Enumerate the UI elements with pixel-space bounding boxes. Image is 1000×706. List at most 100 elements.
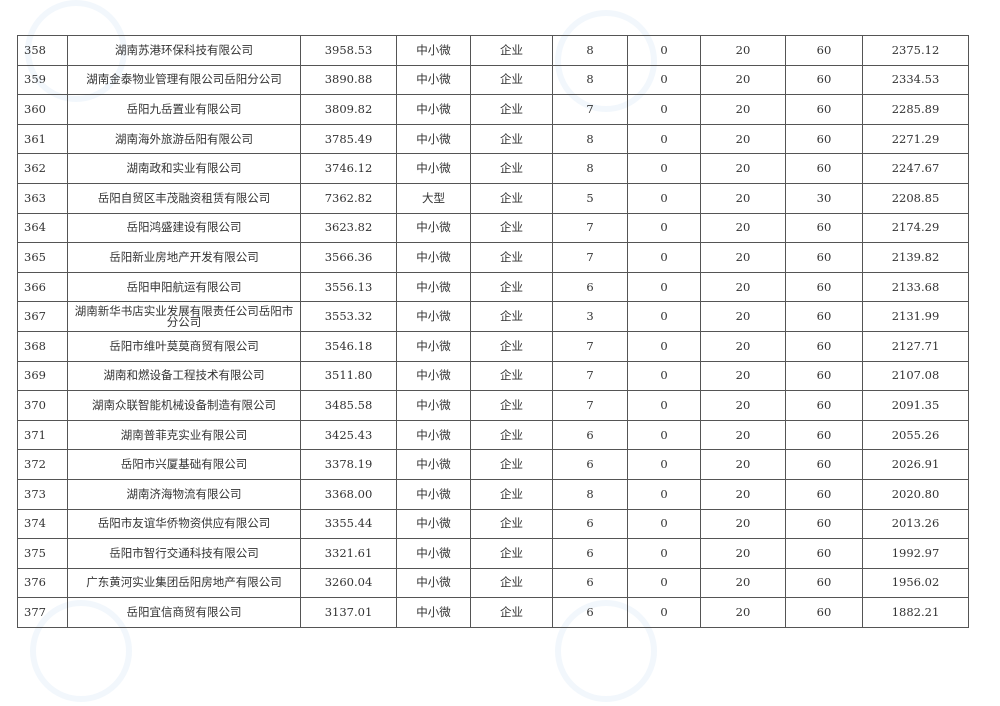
unit-type: 企业	[470, 419, 553, 451]
result-amount: 2208.85	[862, 182, 969, 214]
count: 6	[552, 449, 628, 480]
value-b: 20	[700, 508, 786, 540]
table-row: 365 岳阳新业房地产开发有限公司 3566.36 中小微 企业 7 0 20 60 2139.8…	[17, 242, 969, 273]
table-row: 375 岳阳市智行交通科技有限公司 3321.61 中小微 企业 6 0 20 60 1992.9…	[17, 538, 969, 569]
company-name: 岳阳新业房地产开发有限公司	[67, 242, 301, 273]
table-row: 369 湖南和燃设备工程技术有限公司 3511.80 中小微 企业 7 0 20 60 2107.…	[17, 360, 969, 392]
count: 3	[552, 301, 628, 332]
count: 8	[552, 64, 628, 96]
table-row: 362 湖南政和实业有限公司 3746.12 中小微 企业 8 0 20 60 2247.67	[17, 153, 969, 184]
value-a: 0	[627, 64, 701, 96]
count: 6	[552, 271, 628, 303]
result-amount: 2107.08	[862, 360, 969, 392]
value-a: 0	[627, 360, 701, 392]
rate: 60	[785, 35, 863, 66]
value-a: 0	[627, 419, 701, 451]
enterprise-scale: 大型	[396, 182, 471, 214]
result-amount: 2013.26	[862, 508, 969, 540]
value-a: 0	[627, 390, 701, 421]
unit-type: 企业	[470, 390, 553, 421]
value-a: 0	[627, 35, 701, 66]
result-amount: 1956.02	[862, 567, 969, 599]
unit-type: 企业	[470, 123, 553, 155]
value-a: 0	[627, 212, 701, 244]
amount: 3511.80	[300, 360, 397, 392]
count: 7	[552, 330, 628, 362]
rate: 60	[785, 64, 863, 96]
row-number: 360	[17, 94, 68, 125]
result-amount: 1992.97	[862, 538, 969, 569]
enterprise-scale: 中小微	[396, 449, 471, 480]
row-number: 368	[17, 330, 68, 362]
rate: 60	[785, 301, 863, 332]
unit-type: 企业	[470, 301, 553, 332]
rate: 60	[785, 123, 863, 155]
company-name: 湖南众联智能机械设备制造有限公司	[67, 390, 301, 421]
value-b: 20	[700, 360, 786, 392]
result-amount: 2174.29	[862, 212, 969, 244]
value-b: 20	[700, 301, 786, 332]
amount: 3785.49	[300, 123, 397, 155]
rate: 30	[785, 182, 863, 214]
row-number: 372	[17, 449, 68, 480]
row-number: 359	[17, 64, 68, 96]
row-number: 369	[17, 360, 68, 392]
table-row: 360 岳阳九岳置业有限公司 3809.82 中小微 企业 7 0 20 60 2285.89	[17, 94, 969, 125]
unit-type: 企业	[470, 449, 553, 480]
row-number: 363	[17, 182, 68, 214]
company-name: 岳阳自贸区丰茂融资租赁有限公司	[67, 182, 301, 214]
result-amount: 2055.26	[862, 419, 969, 451]
amount: 3425.43	[300, 419, 397, 451]
value-a: 0	[627, 597, 701, 628]
count: 8	[552, 123, 628, 155]
count: 7	[552, 390, 628, 421]
unit-type: 企业	[470, 64, 553, 96]
rate: 60	[785, 271, 863, 303]
enterprise-scale: 中小微	[396, 330, 471, 362]
enterprise-scale: 中小微	[396, 360, 471, 392]
enterprise-scale: 中小微	[396, 242, 471, 273]
value-a: 0	[627, 271, 701, 303]
result-amount: 2127.71	[862, 330, 969, 362]
amount: 3260.04	[300, 567, 397, 599]
value-b: 20	[700, 597, 786, 628]
result-amount: 1882.21	[862, 597, 969, 628]
value-b: 20	[700, 64, 786, 96]
table-row: 371 湖南普菲克实业有限公司 3425.43 中小微 企业 6 0 20 60 2055.26	[17, 419, 969, 451]
table-row: 364 岳阳鸿盛建设有限公司 3623.82 中小微 企业 7 0 20 60 2174.29	[17, 212, 969, 244]
unit-type: 企业	[470, 597, 553, 628]
rate: 60	[785, 538, 863, 569]
value-a: 0	[627, 449, 701, 480]
value-a: 0	[627, 478, 701, 510]
amount: 3556.13	[300, 271, 397, 303]
enterprise-scale: 中小微	[396, 419, 471, 451]
result-amount: 2139.82	[862, 242, 969, 273]
count: 6	[552, 508, 628, 540]
result-amount: 2334.53	[862, 64, 969, 96]
result-amount: 2131.99	[862, 301, 969, 332]
amount: 3137.01	[300, 597, 397, 628]
value-b: 20	[700, 567, 786, 599]
value-b: 20	[700, 212, 786, 244]
row-number: 362	[17, 153, 68, 184]
row-number: 376	[17, 567, 68, 599]
enterprise-scale: 中小微	[396, 390, 471, 421]
table-row: 358 湖南苏港环保科技有限公司 3958.53 中小微 企业 8 0 20 60 2375.12	[17, 35, 969, 66]
count: 8	[552, 153, 628, 184]
enterprise-scale: 中小微	[396, 271, 471, 303]
rate: 60	[785, 390, 863, 421]
result-amount: 2271.29	[862, 123, 969, 155]
rate: 60	[785, 330, 863, 362]
row-number: 371	[17, 419, 68, 451]
enterprise-scale: 中小微	[396, 567, 471, 599]
count: 6	[552, 538, 628, 569]
company-name: 广东黄河实业集团岳阳房地产有限公司	[67, 567, 301, 599]
amount: 3809.82	[300, 94, 397, 125]
value-b: 20	[700, 94, 786, 125]
value-a: 0	[627, 330, 701, 362]
count: 7	[552, 94, 628, 125]
value-a: 0	[627, 242, 701, 273]
value-b: 20	[700, 35, 786, 66]
result-amount: 2091.35	[862, 390, 969, 421]
rate: 60	[785, 508, 863, 540]
